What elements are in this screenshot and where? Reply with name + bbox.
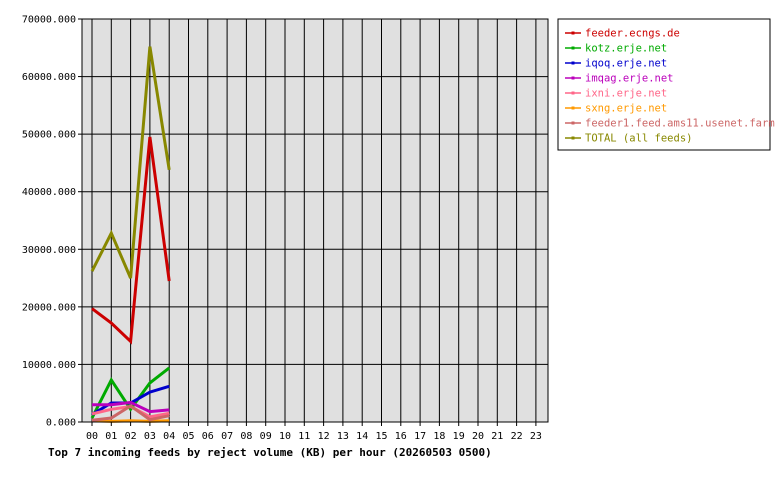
y-tick-label: 10000.000 bbox=[22, 360, 76, 371]
y-tick-label: 60000.000 bbox=[22, 72, 76, 83]
legend-label: feeder1.feed.ams11.usenet.farm bbox=[585, 118, 775, 130]
x-tick-label: 00 bbox=[86, 431, 98, 442]
x-axis-ticks: 00 01 02 03 04 05 06 07 08 09 10 11 12 13 14 15 16 17 18 19… bbox=[86, 422, 542, 442]
x-tick-label: 20 bbox=[472, 431, 484, 442]
legend-item: sxng.erje.net bbox=[565, 103, 667, 115]
series-line bbox=[91, 136, 171, 345]
y-tick-label: 20000.000 bbox=[22, 302, 76, 313]
legend-marker bbox=[571, 46, 575, 50]
legend-item: iqoq.erje.net bbox=[565, 58, 667, 70]
series-line bbox=[91, 419, 170, 423]
x-tick-label: 08 bbox=[240, 431, 252, 442]
chart-title: Top 7 incoming feeds by reject volume (K… bbox=[48, 446, 492, 459]
legend-item: ixni.erje.net bbox=[565, 88, 667, 100]
legend-item: TOTAL (all feeds) bbox=[565, 133, 692, 145]
x-tick-label: 19 bbox=[453, 431, 465, 442]
x-tick-label: 03 bbox=[144, 431, 156, 442]
x-tick-label: 10 bbox=[279, 431, 291, 442]
y-axis-ticks: 0.000 10000.000 20000.000 30000.000 40000.00… bbox=[22, 15, 82, 429]
x-tick-label: 16 bbox=[395, 431, 407, 442]
x-tick-label: 11 bbox=[298, 431, 310, 442]
legend-label: sxng.erje.net bbox=[585, 103, 667, 115]
legend-label: ixni.erje.net bbox=[585, 88, 667, 100]
x-tick-label: 22 bbox=[511, 431, 523, 442]
legend-item: feeder1.feed.ams11.usenet.farm bbox=[565, 118, 775, 130]
series-line bbox=[90, 46, 171, 279]
x-tick-label: 12 bbox=[318, 431, 330, 442]
y-tick-label: 50000.000 bbox=[22, 130, 76, 141]
legend-marker bbox=[571, 31, 575, 35]
x-tick-label: 18 bbox=[433, 431, 445, 442]
x-tick-label: 23 bbox=[530, 431, 542, 442]
plot-border bbox=[81, 18, 549, 423]
grid bbox=[82, 18, 548, 423]
x-tick-label: 21 bbox=[491, 431, 503, 442]
legend-marker bbox=[571, 76, 575, 80]
x-tick-label: 01 bbox=[105, 431, 117, 442]
legend-marker bbox=[571, 91, 575, 95]
legend-marker bbox=[571, 121, 575, 125]
legend-label: kotz.erje.net bbox=[585, 43, 667, 55]
y-tick-label: 70000.000 bbox=[22, 15, 76, 26]
y-tick-label: 30000.000 bbox=[22, 245, 76, 256]
legend-label: TOTAL (all feeds) bbox=[585, 133, 692, 145]
legend-label: iqoq.erje.net bbox=[585, 58, 667, 70]
legend: feeder.ecngs.de kotz.erje.net iqoq.erje.ne… bbox=[557, 18, 775, 151]
legend-marker bbox=[571, 61, 575, 65]
x-tick-label: 15 bbox=[375, 431, 387, 442]
x-tick-label: 05 bbox=[182, 431, 194, 442]
series-lines bbox=[90, 46, 171, 423]
series-line bbox=[90, 366, 171, 419]
x-tick-label: 07 bbox=[221, 431, 233, 442]
series-line bbox=[91, 404, 170, 422]
series-line bbox=[92, 400, 170, 414]
legend-marker bbox=[571, 106, 575, 110]
legend-item: imqag.erje.net bbox=[565, 73, 674, 85]
x-tick-label: 09 bbox=[260, 431, 272, 442]
legend-box bbox=[557, 18, 771, 151]
x-tick-label: 02 bbox=[125, 431, 137, 442]
legend-item: feeder.ecngs.de bbox=[565, 28, 680, 40]
x-tick-label: 14 bbox=[356, 431, 368, 442]
legend-item: kotz.erje.net bbox=[565, 43, 667, 55]
x-tick-label: 04 bbox=[163, 431, 175, 442]
y-tick-label: 40000.000 bbox=[22, 187, 76, 198]
x-tick-label: 13 bbox=[337, 431, 349, 442]
legend-label: imqag.erje.net bbox=[585, 73, 674, 85]
legend-label: feeder.ecngs.de bbox=[585, 28, 680, 40]
y-tick-label: 0.000 bbox=[46, 418, 76, 429]
x-tick-label: 17 bbox=[414, 431, 426, 442]
legend-marker bbox=[571, 136, 575, 140]
x-tick-label: 06 bbox=[202, 431, 214, 442]
